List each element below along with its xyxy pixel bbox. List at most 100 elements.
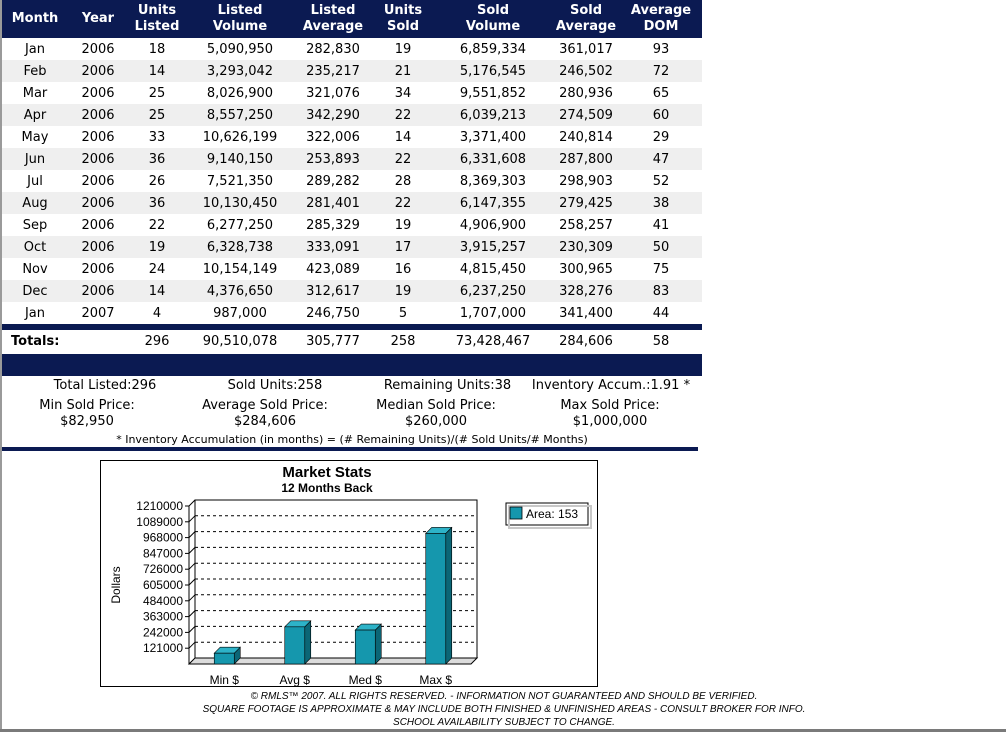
cell-average-dom: 60 — [620, 104, 702, 126]
cell-units-listed: 19 — [128, 236, 186, 258]
cell-average-dom: 83 — [620, 280, 702, 302]
left-border — [0, 0, 2, 732]
cell-listed-volume: 10,626,199 — [202, 129, 278, 145]
header-listed-volume: Listed Volume — [186, 0, 294, 38]
cell-sold-volume: 6,237,250 — [434, 280, 552, 302]
y-axis-label: Dollars — [109, 566, 123, 603]
cell-units-listed: 24 — [148, 261, 166, 277]
cell-average-dom: 50 — [620, 236, 702, 258]
cell-listed-average: 281,401 — [294, 192, 372, 214]
cell-listed-volume: 7,521,350 — [206, 173, 274, 189]
inventory-note: * Inventory Accumulation (in months) = (… — [116, 433, 588, 446]
cell-listed-average: 312,617 — [294, 280, 372, 302]
table-row: Dec 2006 14 4,376,650 312,617 19 6,237,250 328,… — [2, 280, 702, 302]
cell-units-listed: 36 — [128, 148, 186, 170]
totals-average-dom: 58 — [652, 334, 670, 349]
y-tick-label: 121000 — [143, 641, 183, 655]
cell-units-sold: 22 — [372, 192, 434, 214]
cell-listed-average: 333,091 — [294, 236, 372, 258]
cell-units-sold: 21 — [372, 60, 434, 82]
table-row: Feb 2006 14 3,293,042 235,217 21 5,176,545 246,… — [2, 60, 702, 82]
cell-sold-volume: 3,371,400 — [459, 129, 527, 145]
y-tick-label: 363000 — [143, 610, 183, 624]
inventory-accumulation: Inventory Accum.:1.91 * — [531, 378, 691, 393]
cell-month: Apr — [2, 104, 68, 126]
cell-listed-average: 253,893 — [294, 148, 372, 170]
cell-units-listed: 22 — [148, 217, 166, 233]
header-month: Month — [2, 0, 68, 38]
cell-month: May — [21, 129, 49, 145]
gridline-connector — [188, 499, 196, 507]
legend-label: Area: 153 — [526, 507, 578, 521]
cell-sold-average: 274,509 — [552, 104, 620, 126]
cell-sold-volume: 9,551,852 — [459, 85, 527, 101]
y-tick-label: 1210000 — [136, 499, 183, 513]
cell-month: Jan — [24, 305, 46, 321]
totals-listed-volume: 90,510,078 — [202, 334, 278, 349]
cell-average-dom: 44 — [652, 305, 670, 321]
cell-year: 2006 — [81, 129, 115, 145]
cell-average-dom: 93 — [652, 41, 670, 57]
cell-units-listed: 14 — [128, 60, 186, 82]
cell-sold-average: 287,800 — [552, 148, 620, 170]
y-tick-label: 968000 — [143, 531, 183, 545]
y-tick-label: 847000 — [143, 546, 183, 560]
cell-sold-volume: 5,176,545 — [434, 60, 552, 82]
header-year: Year — [68, 0, 128, 38]
cell-year: 2006 — [68, 60, 128, 82]
remaining-units: Remaining Units:38 — [383, 378, 512, 393]
header-listed-average: Listed Average — [294, 0, 372, 38]
header-sold-volume: Sold Volume — [434, 0, 552, 38]
totals-sold-volume: 73,428,467 — [455, 334, 531, 349]
cell-month: Jan — [24, 41, 46, 57]
cell-month: Dec — [2, 280, 68, 302]
max-sold-value: $1,000,000 — [572, 414, 648, 429]
table-row: Aug 2006 36 10,130,450 281,401 22 6,147,355 279… — [2, 192, 702, 214]
cell-sold-average: 230,309 — [552, 236, 620, 258]
cell-listed-volume: 10,130,450 — [186, 192, 294, 214]
cell-average-dom: 65 — [652, 85, 670, 101]
y-tick-label: 1089000 — [136, 515, 183, 529]
cell-listed-volume: 8,557,250 — [186, 104, 294, 126]
market-stats-chart: Market Stats 12 Months Back Dollars 121000 2… — [100, 460, 598, 687]
gridline-connector — [188, 626, 196, 633]
cell-listed-average: 282,830 — [306, 41, 360, 57]
cell-year: 2006 — [68, 148, 128, 170]
cell-month: Sep — [22, 217, 48, 233]
cell-sold-average: 240,814 — [559, 129, 613, 145]
legend-box — [505, 502, 589, 526]
cell-units-listed: 33 — [148, 129, 166, 145]
bar — [425, 533, 447, 665]
cell-year: 2006 — [81, 41, 115, 57]
cell-year: 2006 — [81, 173, 115, 189]
header-sold-average: Sold Average — [552, 0, 620, 38]
chart-title: Market Stats — [282, 464, 371, 481]
cell-listed-volume: 10,154,149 — [202, 261, 278, 277]
bar — [354, 629, 376, 665]
median-sold-value: $260,000 — [404, 414, 468, 429]
legend-swatch — [509, 506, 523, 520]
cell-sold-volume: 4,815,450 — [459, 261, 527, 277]
cell-month: Nov — [22, 261, 48, 277]
gridline-connector — [188, 547, 196, 554]
cell-units-sold: 19 — [394, 41, 412, 57]
table-row: Jul 2006 26 7,521,350 289,282 28 8,369,303 298,… — [2, 170, 702, 192]
totals-sold-average: 284,606 — [559, 334, 613, 349]
cell-units-listed: 36 — [128, 192, 186, 214]
avg-sold-value: $284,606 — [233, 414, 297, 429]
cell-average-dom: 52 — [652, 173, 670, 189]
table-row: Jan 2007 4 987,000 246,750 5 1,707,000 341,400 4… — [2, 302, 702, 324]
bar-side — [445, 526, 453, 665]
totals-listed-average: 305,777 — [306, 334, 360, 349]
total-listed: Total Listed:296 — [53, 378, 157, 393]
bar — [284, 626, 306, 665]
cell-sold-volume: 6,859,334 — [459, 41, 527, 57]
table-header-row: Month Year Units Listed Listed Volume List… — [2, 0, 702, 38]
min-sold-label: Min Sold Price: — [39, 398, 135, 413]
cell-listed-volume: 987,000 — [213, 305, 267, 321]
cell-average-dom: 75 — [652, 261, 670, 277]
cell-listed-average: 289,282 — [306, 173, 360, 189]
cell-sold-average: 279,425 — [552, 192, 620, 214]
header-units-sold: Units Sold — [372, 0, 434, 38]
cell-listed-volume: 6,328,738 — [186, 236, 294, 258]
